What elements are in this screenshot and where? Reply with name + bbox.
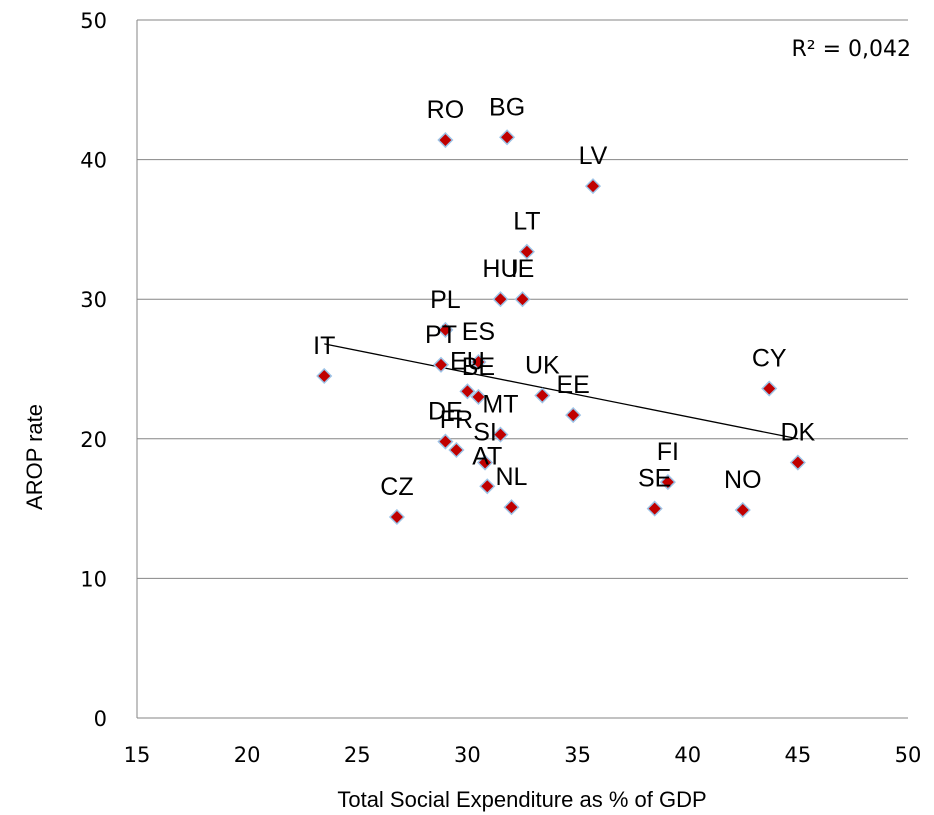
data-label: NL bbox=[496, 463, 528, 491]
data-point bbox=[432, 356, 450, 373]
data-label: RO bbox=[427, 96, 465, 124]
x-tick-label: 35 bbox=[564, 743, 591, 767]
data-points bbox=[316, 129, 806, 526]
data-point bbox=[492, 291, 509, 308]
data-point bbox=[492, 426, 509, 443]
data-point bbox=[584, 178, 602, 195]
data-label: IT bbox=[313, 332, 335, 360]
data-label: HU bbox=[482, 255, 518, 283]
data-label: LV bbox=[579, 142, 608, 170]
data-point bbox=[534, 387, 551, 404]
data-label: FR bbox=[440, 406, 473, 434]
data-point bbox=[499, 129, 516, 146]
r-squared-label: R² = 0,042 bbox=[791, 37, 911, 62]
data-label: MT bbox=[482, 391, 518, 419]
data-point bbox=[565, 407, 582, 424]
data-point bbox=[470, 353, 487, 371]
data-point bbox=[518, 243, 535, 260]
data-label: EU bbox=[450, 347, 485, 375]
data-label: SE bbox=[638, 465, 671, 493]
y-axis-title: AROP rate bbox=[22, 404, 47, 510]
x-tick-label: 25 bbox=[344, 743, 371, 767]
data-label: DE bbox=[428, 398, 463, 426]
y-tick-label: 20 bbox=[80, 428, 107, 452]
data-point bbox=[514, 291, 531, 308]
data-label: EE bbox=[556, 371, 589, 399]
y-tick-label: 0 bbox=[94, 707, 107, 731]
data-label: CY bbox=[752, 345, 787, 373]
x-tick-label: 40 bbox=[674, 743, 701, 767]
data-point bbox=[437, 321, 454, 338]
y-tick-label: 10 bbox=[80, 567, 107, 591]
x-tick-labels: 15 20 25 30 35 40 45 50 bbox=[124, 743, 922, 767]
data-label: PT bbox=[425, 321, 457, 349]
data-point bbox=[448, 441, 465, 459]
data-point bbox=[476, 454, 494, 471]
data-label: CZ bbox=[380, 473, 413, 501]
data-point bbox=[503, 499, 520, 516]
data-point bbox=[316, 367, 333, 385]
trendline bbox=[324, 343, 798, 440]
x-tick-label: 50 bbox=[895, 743, 922, 767]
data-point bbox=[470, 388, 487, 405]
y-tick-label: 30 bbox=[80, 288, 107, 312]
data-label: AT bbox=[472, 442, 502, 470]
data-label: DK bbox=[780, 419, 815, 447]
data-point bbox=[761, 380, 778, 397]
data-point bbox=[437, 433, 454, 450]
data-point bbox=[734, 501, 751, 519]
x-tick-label: 15 bbox=[124, 743, 151, 767]
data-label: UK bbox=[525, 352, 560, 380]
data-label: BE bbox=[462, 353, 495, 381]
x-tick-label: 20 bbox=[234, 743, 261, 767]
data-point bbox=[459, 383, 476, 400]
data-point bbox=[789, 454, 806, 471]
x-tick-label: 30 bbox=[454, 743, 481, 767]
trendline-layer bbox=[324, 343, 798, 440]
data-point bbox=[659, 474, 676, 491]
data-label: PL bbox=[430, 286, 461, 314]
x-tick-label: 45 bbox=[784, 743, 811, 767]
data-label: NO bbox=[724, 466, 762, 494]
x-axis-title: Total Social Expenditure as % of GDP bbox=[337, 787, 706, 812]
y-tick-label: 50 bbox=[80, 9, 107, 33]
data-label: SI bbox=[473, 419, 497, 447]
y-tick-labels: 0 10 20 30 40 50 bbox=[80, 9, 107, 731]
data-label: ES bbox=[462, 318, 495, 346]
data-label: FI bbox=[657, 438, 679, 466]
data-point bbox=[479, 478, 496, 495]
data-point bbox=[646, 500, 663, 517]
data-label: BG bbox=[489, 93, 525, 121]
y-tick-label: 40 bbox=[80, 149, 107, 173]
data-label: IE bbox=[511, 255, 535, 283]
data-label: LT bbox=[513, 208, 540, 236]
data-point bbox=[388, 508, 405, 526]
data-point bbox=[437, 131, 454, 149]
